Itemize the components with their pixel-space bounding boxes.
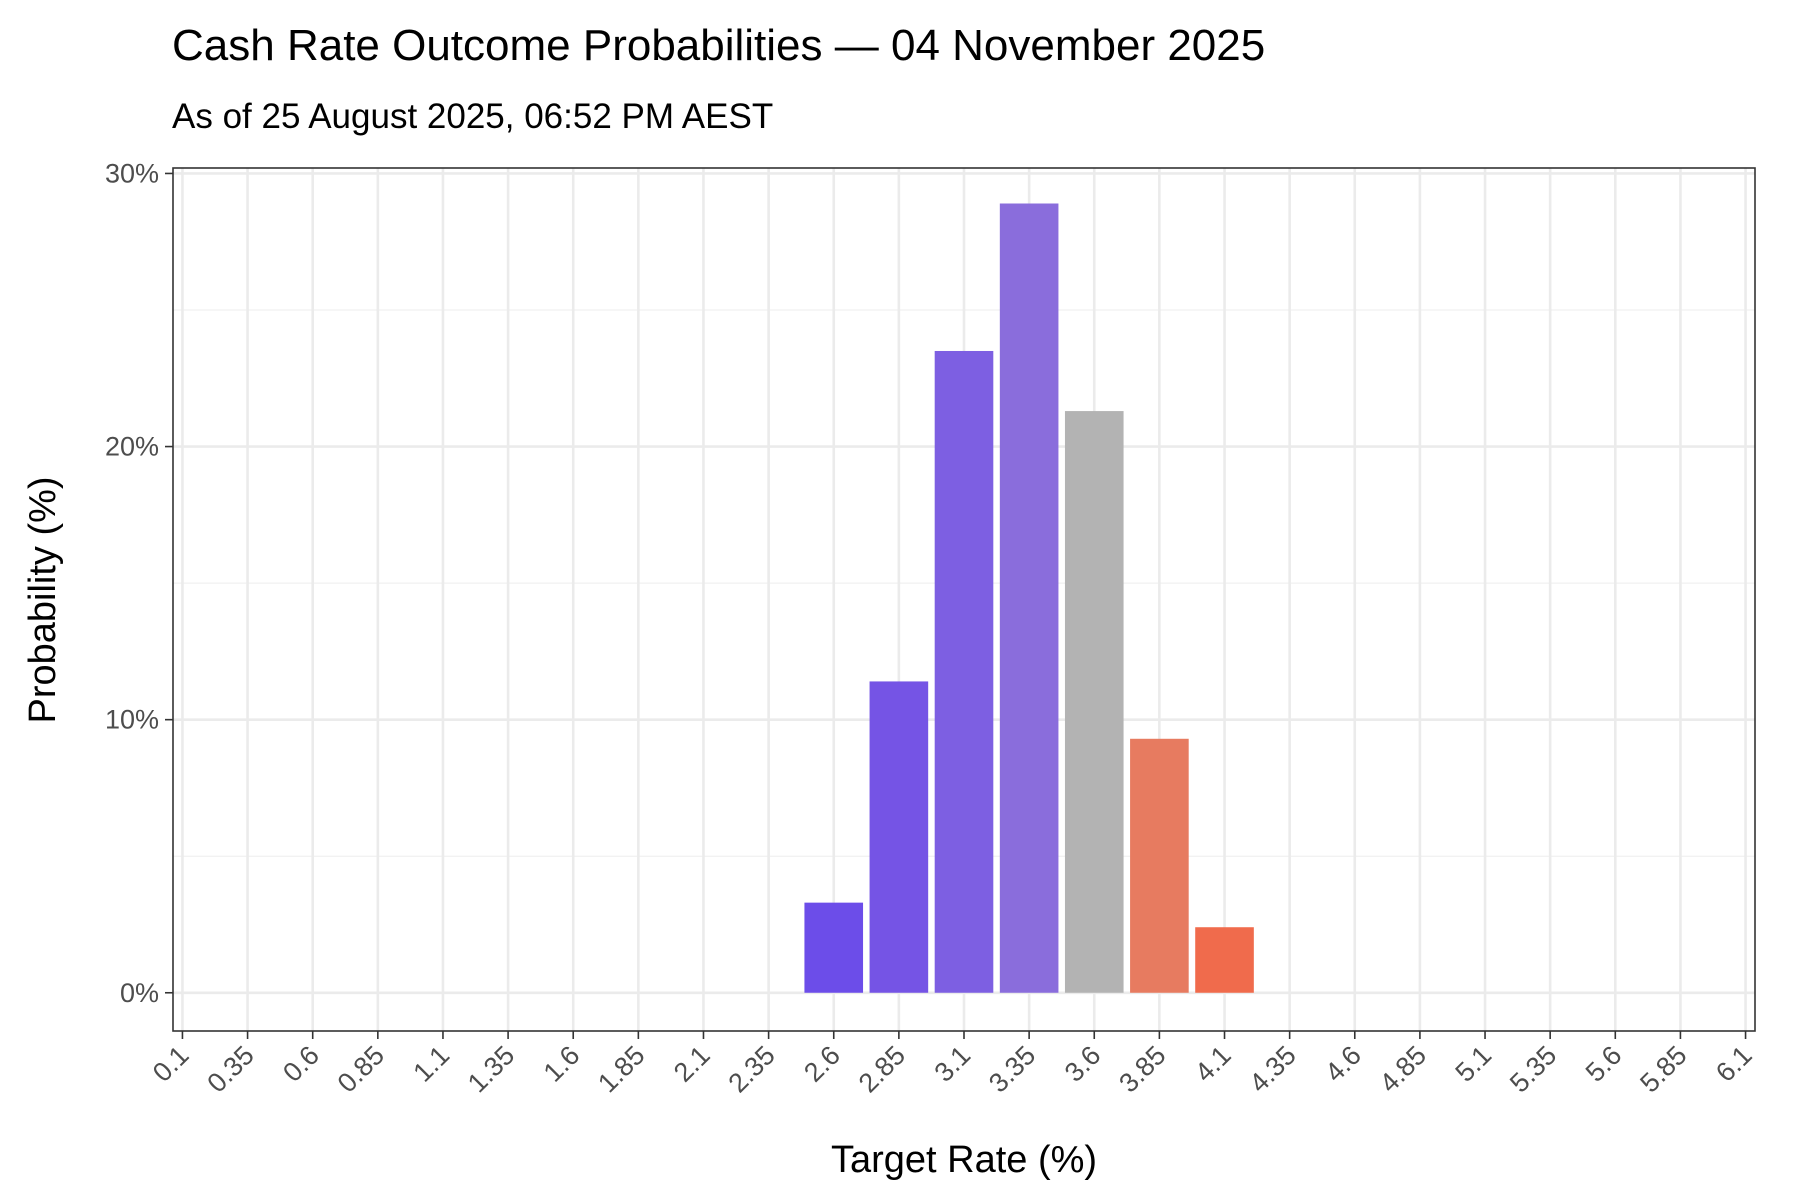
bar-2.6: [804, 902, 864, 993]
bars: [804, 203, 1254, 993]
x-tick-label: 1.1: [407, 1040, 455, 1088]
x-tick-label: 5.35: [1504, 1040, 1562, 1098]
x-tick-label: 2.1: [668, 1040, 716, 1088]
x-tick-label: 3.6: [1059, 1040, 1107, 1088]
bar-3.85: [1130, 738, 1189, 993]
x-tick-label: 4.35: [1244, 1040, 1302, 1098]
x-tick-label: 3.1: [928, 1040, 976, 1088]
y-tick-label: 10%: [105, 705, 159, 735]
x-tick-label: 1.85: [592, 1040, 650, 1098]
x-tick-label: 6.1: [1710, 1040, 1758, 1088]
x-tick-label: 2.35: [722, 1040, 780, 1098]
x-tick-label: 5.1: [1450, 1040, 1498, 1088]
x-tick-label: 2.6: [798, 1040, 846, 1088]
x-tick-label: 3.85: [1113, 1040, 1171, 1098]
x-tick-label: 0.35: [201, 1040, 259, 1098]
x-tick-label: 4.85: [1374, 1040, 1432, 1098]
chart-title: Cash Rate Outcome Probabilities — 04 Nov…: [172, 21, 1265, 70]
y-axis-title: Probability (%): [22, 476, 64, 723]
x-tick-label: 1.35: [462, 1040, 520, 1098]
chart-subtitle: As of 25 August 2025, 06:52 PM AEST: [172, 97, 773, 136]
bar-3.6: [1064, 411, 1124, 993]
y-tick-label: 0%: [120, 978, 159, 1008]
x-tick-label: 5.6: [1580, 1040, 1628, 1088]
bar-2.85: [869, 681, 929, 993]
y-tick-label: 30%: [105, 158, 159, 188]
x-tick-label: 5.85: [1634, 1040, 1692, 1098]
x-tick-label: 2.85: [853, 1040, 911, 1098]
x-axis-title: Target Rate (%): [831, 1139, 1097, 1181]
y-tick-label: 20%: [105, 432, 159, 462]
x-tick-label: 0.1: [147, 1040, 195, 1088]
bar-3.35: [999, 203, 1059, 993]
x-tick-label: 0.6: [277, 1040, 325, 1088]
x-tick-label: 4.6: [1319, 1040, 1367, 1088]
bar-3.1: [934, 350, 994, 993]
x-tick-label: 4.1: [1189, 1040, 1237, 1088]
x-tick-label: 3.35: [983, 1040, 1041, 1098]
x-tick-label: 1.6: [538, 1040, 586, 1088]
x-tick-label: 0.85: [332, 1040, 390, 1098]
bar-4.1: [1195, 927, 1254, 993]
